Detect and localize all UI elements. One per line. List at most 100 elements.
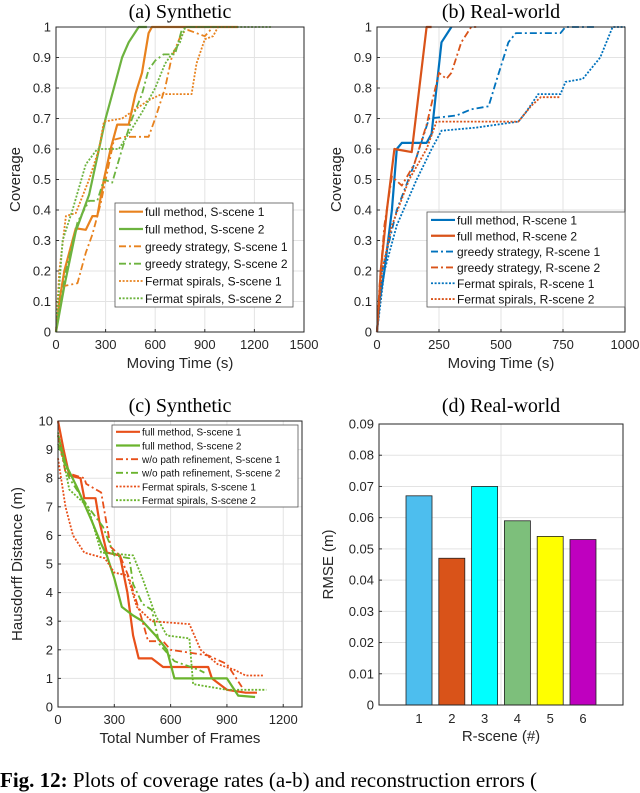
subplot-3: 0 1 2 3 4 5 6 7 8 9 10 0 300 600 900 1200 (c) Synthetic T… xyxy=(9,395,303,747)
legend-label: w/o path refinement, S-scene 2 xyxy=(141,469,281,480)
y-tick-label: 5 xyxy=(46,557,53,572)
y-tick-label: 0.4 xyxy=(354,203,372,218)
x-tick-label: 900 xyxy=(194,337,216,352)
y-tick-label: 0 xyxy=(367,698,374,713)
legend-label: greedy strategy, R-scene 1 xyxy=(457,245,601,259)
legend-label: greedy strategy, R-scene 2 xyxy=(457,261,601,275)
legend-label: Fermat spirals, S-scene 1 xyxy=(142,482,256,493)
x-tick-label: 5 xyxy=(547,711,554,726)
y-tick-label: 0.07 xyxy=(349,479,374,494)
x-tick-label: 750 xyxy=(552,337,574,352)
y-tick-label: 8 xyxy=(46,471,53,486)
y-tick-label: 0.9 xyxy=(354,50,372,65)
y-tick-label: 2 xyxy=(46,642,53,657)
x-tick-label: 900 xyxy=(216,712,238,727)
caption-label: Fig. 12: xyxy=(0,768,68,792)
x-tick-label: 0 xyxy=(54,712,61,727)
legend-label: Fermat spirals, S-scene 2 xyxy=(142,496,256,507)
x-tick-label: 1 xyxy=(415,711,422,726)
y-axis-label: RMSE (m) xyxy=(320,530,337,600)
bar-6 xyxy=(569,539,597,706)
y-tick-label: 0.5 xyxy=(354,172,372,187)
x-axis-label: Moving Time (s) xyxy=(448,355,555,372)
x-tick-label: 600 xyxy=(160,712,182,727)
y-tick-label: 3 xyxy=(46,614,53,629)
series-line-3 xyxy=(376,26,596,333)
subplot-1: 0 0.1 0.2 0.3 0.4 0.5 0.6 0.7 0.8 0.9 1 0 300 600 900 1… xyxy=(7,1,318,372)
y-tick-label: 0.08 xyxy=(349,448,374,463)
x-tick-label: 600 xyxy=(144,337,166,352)
series-line-2 xyxy=(54,25,147,333)
y-axis-label: Coverage xyxy=(328,147,345,212)
legend-label: Fermat spirals, R-scene 2 xyxy=(457,293,595,307)
legend: full method, S-scene 1 full method, S-sce… xyxy=(111,424,299,508)
y-tick-label: 0.8 xyxy=(33,81,51,96)
legend-label: full method, R-scene 2 xyxy=(457,229,577,243)
legend: full method, S-scene 1 full method, S-sce… xyxy=(114,202,294,308)
y-tick-label: 0 xyxy=(44,325,51,340)
chart-title: (d) Real-world xyxy=(442,395,560,417)
x-tick-label: 3 xyxy=(481,711,488,726)
y-tick-label: 10 xyxy=(39,414,53,429)
x-tick-label: 1200 xyxy=(269,712,298,727)
legend-box xyxy=(426,211,626,308)
series-line-3 xyxy=(55,26,238,333)
y-tick-label: 0.3 xyxy=(33,233,51,248)
x-tick-label: 300 xyxy=(95,337,117,352)
legend-label: full method, S-scene 1 xyxy=(142,428,242,439)
legend-label: greedy strategy, S-scene 1 xyxy=(145,240,288,254)
x-tick-label: 0 xyxy=(373,337,380,352)
axes-box xyxy=(57,420,303,708)
caption-text: Plots of coverage rates (a-b) and recons… xyxy=(72,768,538,792)
y-tick-label: 0.05 xyxy=(349,541,374,556)
legend-label: Fermat spirals, R-scene 1 xyxy=(457,277,595,291)
y-tick-label: 0.1 xyxy=(354,294,372,309)
y-tick-label: 0.04 xyxy=(349,573,374,588)
bar-2 xyxy=(438,557,466,706)
subplot-4: 0 0.01 0.02 0.03 0.04 0.05 0.06 0.07 0.08 0.09 1 2 3… xyxy=(320,395,624,745)
x-tick-label: 300 xyxy=(103,712,125,727)
legend-label: Fermat spirals, S-scene 2 xyxy=(145,292,282,306)
y-tick-label: 0.03 xyxy=(349,604,374,619)
y-tick-label: 9 xyxy=(46,442,53,457)
legend-box xyxy=(111,424,299,508)
y-tick-label: 0.2 xyxy=(354,264,372,279)
legend-box xyxy=(114,202,294,308)
x-tick-label: 2 xyxy=(448,711,455,726)
y-tick-label: 1 xyxy=(44,20,51,35)
chart-title: (a) Synthetic xyxy=(129,1,232,23)
y-tick-label: 1 xyxy=(365,20,372,35)
y-tick-label: 0.7 xyxy=(33,111,51,126)
chart-title: (b) Real-world xyxy=(442,1,560,23)
legend-label: full method, S-scene 2 xyxy=(145,223,265,237)
bar-5 xyxy=(536,536,564,706)
axes-box xyxy=(55,26,305,333)
y-tick-label: 0.09 xyxy=(349,417,374,432)
legend: full method, R-scene 1 full method, R-sce… xyxy=(426,211,626,308)
bar-1 xyxy=(405,495,433,706)
y-tick-label: 0.5 xyxy=(33,172,51,187)
x-tick-label: 500 xyxy=(490,337,512,352)
y-tick-label: 0.1 xyxy=(33,294,51,309)
legend-label: w/o path refinement, S-scene 1 xyxy=(141,455,281,466)
chart-title: (c) Synthetic xyxy=(129,395,232,417)
y-tick-label: 0.06 xyxy=(349,510,374,525)
legend-label: Fermat spirals, S-scene 1 xyxy=(145,275,282,289)
series-line-5 xyxy=(376,26,625,333)
x-tick-label: 0 xyxy=(52,337,59,352)
y-tick-label: 0 xyxy=(46,700,53,715)
series-line-6 xyxy=(376,96,561,333)
legend-label: full method, S-scene 1 xyxy=(145,205,265,219)
series-line-3 xyxy=(57,435,243,688)
y-tick-label: 0.7 xyxy=(354,111,372,126)
x-axis-label: R-scene (#) xyxy=(462,728,540,745)
x-axis-label: Moving Time (s) xyxy=(127,355,234,372)
y-axis-label: Hausdorff Distance (m) xyxy=(9,487,26,641)
x-axis-label: Total Number of Frames xyxy=(100,730,261,747)
subplot-2: 0 0.1 0.2 0.3 0.4 0.5 0.6 0.7 0.8 0.9 1 0 250 500 750 1… xyxy=(328,1,639,372)
y-tick-label: 7 xyxy=(46,499,53,514)
y-tick-label: 0.9 xyxy=(33,50,51,65)
axes-box xyxy=(376,26,626,333)
bar-3 xyxy=(471,486,499,706)
bar-4 xyxy=(503,520,531,706)
